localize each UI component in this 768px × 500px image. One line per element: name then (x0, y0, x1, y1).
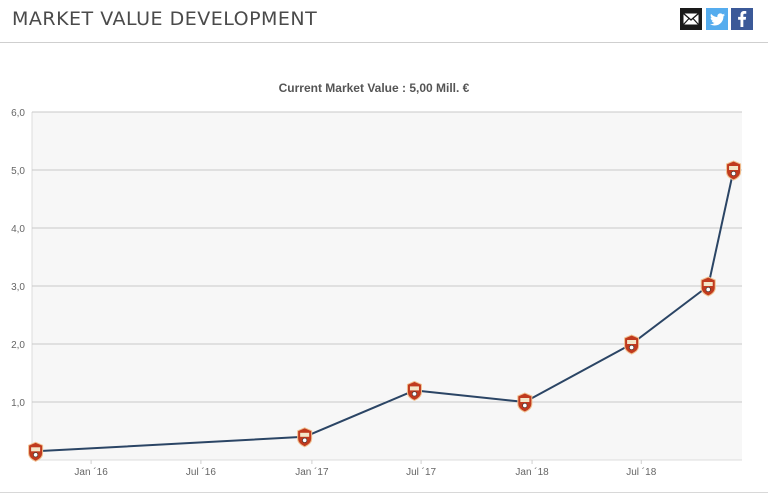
club-crest-icon (726, 160, 742, 181)
data-point-marker (406, 380, 422, 401)
share-facebook-button[interactable] (731, 8, 753, 30)
crest-band (520, 398, 530, 402)
footer-divider (0, 492, 768, 493)
x-tick-label: Jan ´18 (515, 466, 549, 478)
x-tick-label: Jan ´17 (295, 466, 329, 478)
club-crest-icon (297, 427, 313, 448)
crest-band (300, 432, 310, 437)
data-point-marker (517, 392, 533, 413)
crest-band (627, 340, 637, 344)
twitter-icon (709, 12, 725, 25)
x-tick-label: Jul ´16 (186, 466, 216, 478)
data-point-marker (28, 441, 44, 462)
crest-ball (522, 402, 528, 409)
club-crest-icon (517, 392, 533, 413)
crest-ball (705, 286, 711, 293)
crest-band (409, 386, 419, 391)
page-header: MARKET VALUE DEVELOPMENT (0, 0, 768, 43)
data-point-marker (726, 160, 742, 181)
grid-layer (31, 111, 742, 461)
club-crest-icon (28, 441, 44, 462)
share-email-button[interactable] (680, 8, 702, 30)
crest-band (703, 282, 713, 286)
y-tick-label: 5,0 (11, 166, 25, 177)
club-crest-icon (406, 380, 422, 401)
marker-layer (28, 160, 742, 462)
chart-title: Current Market Value : 5,00 Mill. € (278, 81, 470, 95)
x-tick-label: Jul ´18 (626, 466, 656, 478)
crest-band (31, 447, 41, 452)
crest-ball (629, 344, 635, 351)
data-point-marker (624, 334, 640, 355)
facebook-icon (738, 11, 747, 27)
share-twitter-button[interactable] (706, 8, 728, 30)
page-title: MARKET VALUE DEVELOPMENT (12, 8, 318, 30)
x-tick-label: Jul ´17 (406, 466, 436, 478)
data-point-marker (700, 276, 716, 297)
data-point-marker (297, 427, 313, 448)
club-crest-icon (624, 334, 640, 355)
market-value-chart: Current Market Value : 5,00 Mill. € (0, 43, 768, 500)
axis-layer: 1,0 2,0 3,0 4,0 5,0 6,0 Jan ´16 Jul ´16 Jan ´17 J… (11, 108, 657, 478)
crest-ball (411, 391, 417, 397)
y-tick-label: 4,0 (11, 224, 25, 235)
crest-ball (731, 170, 737, 177)
crest-ball (302, 437, 308, 443)
x-tick-label: Jan ´16 (74, 466, 108, 478)
y-tick-label: 1,0 (11, 398, 25, 409)
y-tick-label: 3,0 (11, 282, 25, 293)
crest-band (729, 166, 739, 170)
y-tick-label: 2,0 (11, 340, 25, 351)
email-icon (683, 13, 699, 25)
y-tick-label: 6,0 (11, 108, 25, 119)
club-crest-icon (700, 276, 716, 297)
crest-ball (33, 452, 39, 458)
